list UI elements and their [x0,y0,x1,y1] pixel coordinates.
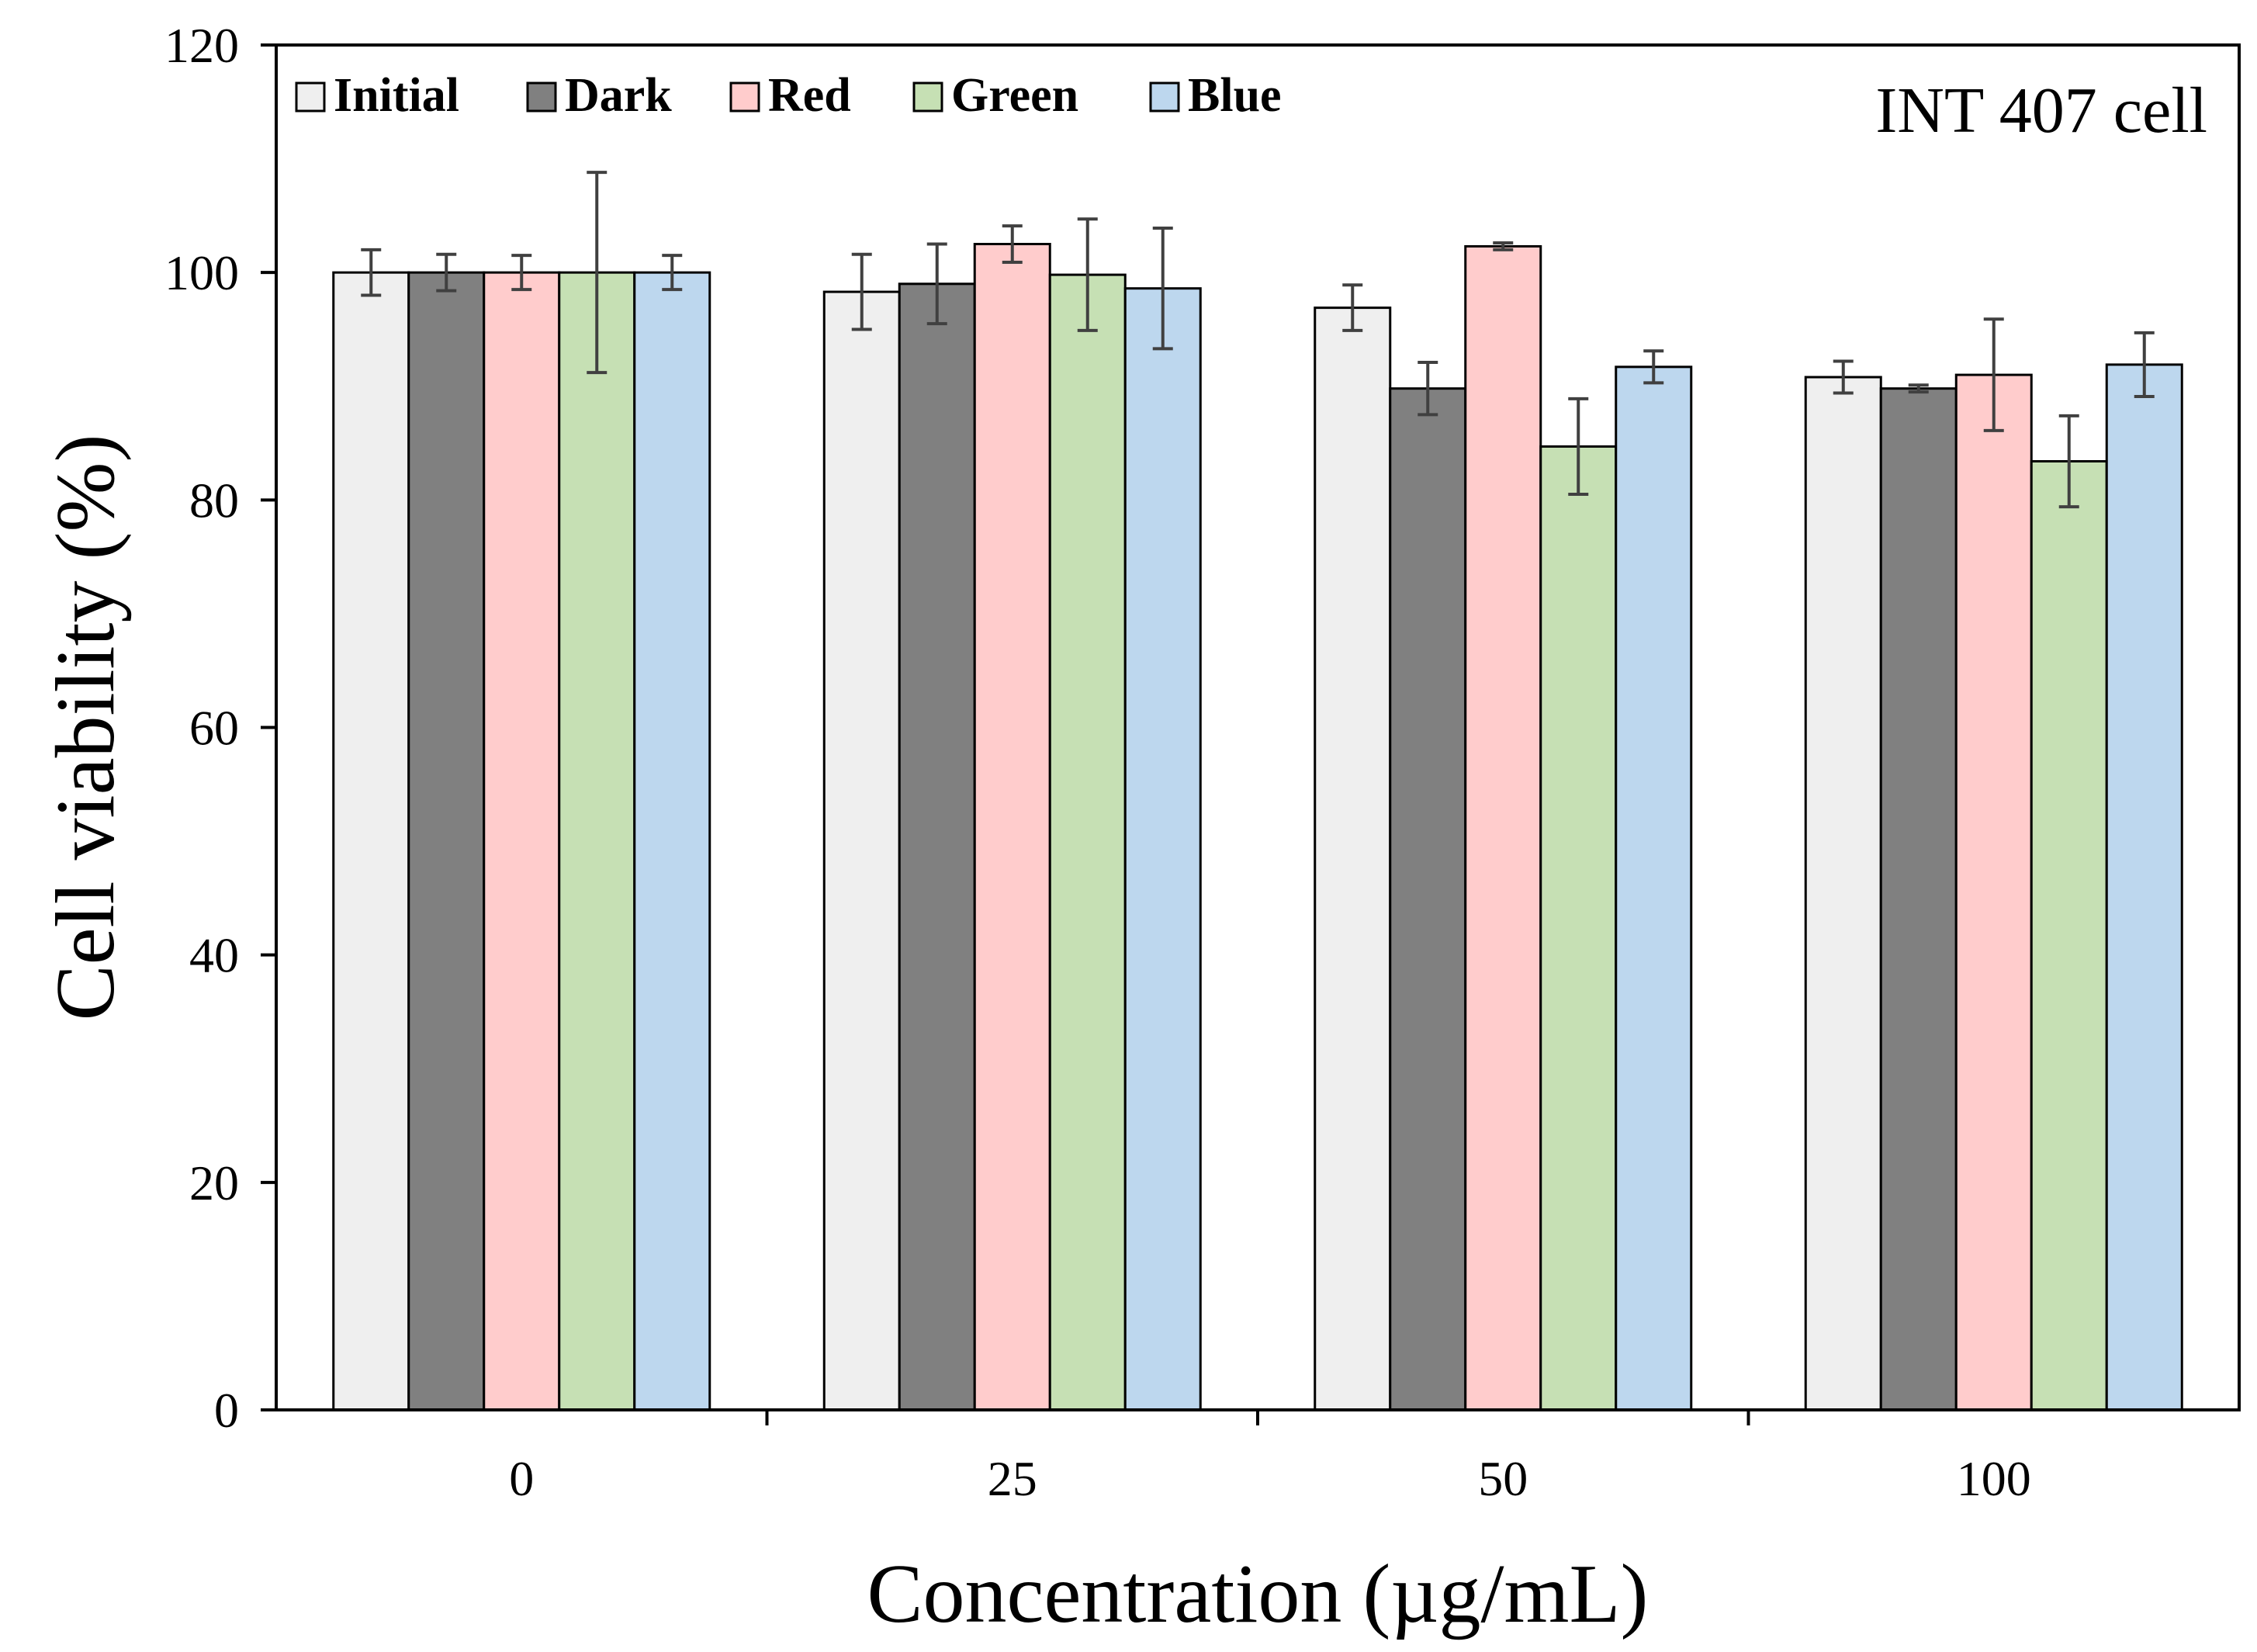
bar-blue [1615,365,1693,1411]
y-tick-label: 0 [214,1383,239,1438]
bar-dark [407,271,486,1411]
x-tick-label: 25 [988,1451,1037,1506]
y-tick-label: 20 [189,1155,239,1210]
bars-layer [332,243,2183,1411]
bar-dark [1389,387,1467,1411]
legend-swatch [295,81,326,113]
error-bar-blue [1152,226,1173,351]
error-bar-initial [1342,283,1363,332]
legend-swatch [729,81,760,113]
error-bar-initial [361,248,382,297]
bar-dark [898,282,976,1411]
legend-swatch [912,81,943,113]
bar-green [1048,273,1127,1411]
error-bar-green [587,171,608,375]
bar-red [483,271,561,1411]
y-tick-label: 40 [189,928,239,983]
error-bar-dark [1418,360,1438,417]
error-bar-blue [1643,349,1664,385]
bar-green [2030,459,2108,1411]
bar-green [1539,445,1618,1411]
cell-line-annotation: INT 407 cell [1875,74,2207,147]
legend-item-red: Red [729,69,851,122]
legend-label: Red [768,69,851,122]
legend-item-initial: Initial [295,69,459,122]
legend-label: Dark [565,69,672,122]
error-bar-initial [851,252,872,331]
y-axis-title: Cell viability (%) [40,435,132,1021]
y-axis-ticks: 0 20 40 60 80 100 120 [164,18,276,1438]
error-bar-blue [2134,331,2155,398]
bar-dark [1879,387,1958,1411]
bar-blue [1123,287,1202,1411]
error-bar-green [1077,217,1098,332]
x-tick-label: 0 [509,1451,534,1506]
y-tick-label: 120 [164,18,239,73]
bar-initial [1804,376,1882,1411]
bar-green [558,271,636,1411]
error-bar-dark [926,242,947,326]
error-bar-initial [1833,359,1854,395]
error-bar-red [1983,317,2004,432]
legend-label: Initial [334,69,459,122]
legend-label: Green [951,69,1078,122]
error-bar-blue [662,254,683,292]
bar-blue [633,271,711,1411]
error-bars-layer [361,171,2155,509]
bar-red [1464,244,1542,1411]
x-axis-title: Concentration (µg/mL) [867,1548,1649,1640]
x-tick-label: 100 [1957,1451,2031,1506]
y-tick-label: 80 [189,473,239,528]
bar-initial [822,290,901,1411]
error-bar-red [1002,224,1023,264]
legend-item-green: Green [912,69,1078,122]
legend-swatch [526,81,557,113]
x-axis-ticks: 0 25 50 100 [509,1410,2031,1506]
error-bar-red [1493,241,1514,251]
bar-red [973,243,1051,1411]
error-bar-dark [1908,383,1929,394]
legend-swatch [1149,81,1180,113]
legend-label: Blue [1188,69,1282,122]
legend-item-dark: Dark [526,69,672,122]
bar-red [1954,373,2033,1411]
y-tick-label: 60 [189,701,239,756]
error-bar-green [1568,397,1589,497]
bar-initial [332,271,410,1411]
legend: Initial Dark Red Green Blue [295,69,1282,122]
error-bar-green [2058,414,2079,509]
bar-initial [1314,307,1392,1411]
x-tick-label: 50 [1478,1451,1528,1506]
legend-item-blue: Blue [1149,69,1282,122]
error-bar-dark [436,252,457,293]
error-bar-red [511,254,532,292]
y-tick-label: 100 [164,245,239,300]
bar-blue [2105,363,2183,1411]
